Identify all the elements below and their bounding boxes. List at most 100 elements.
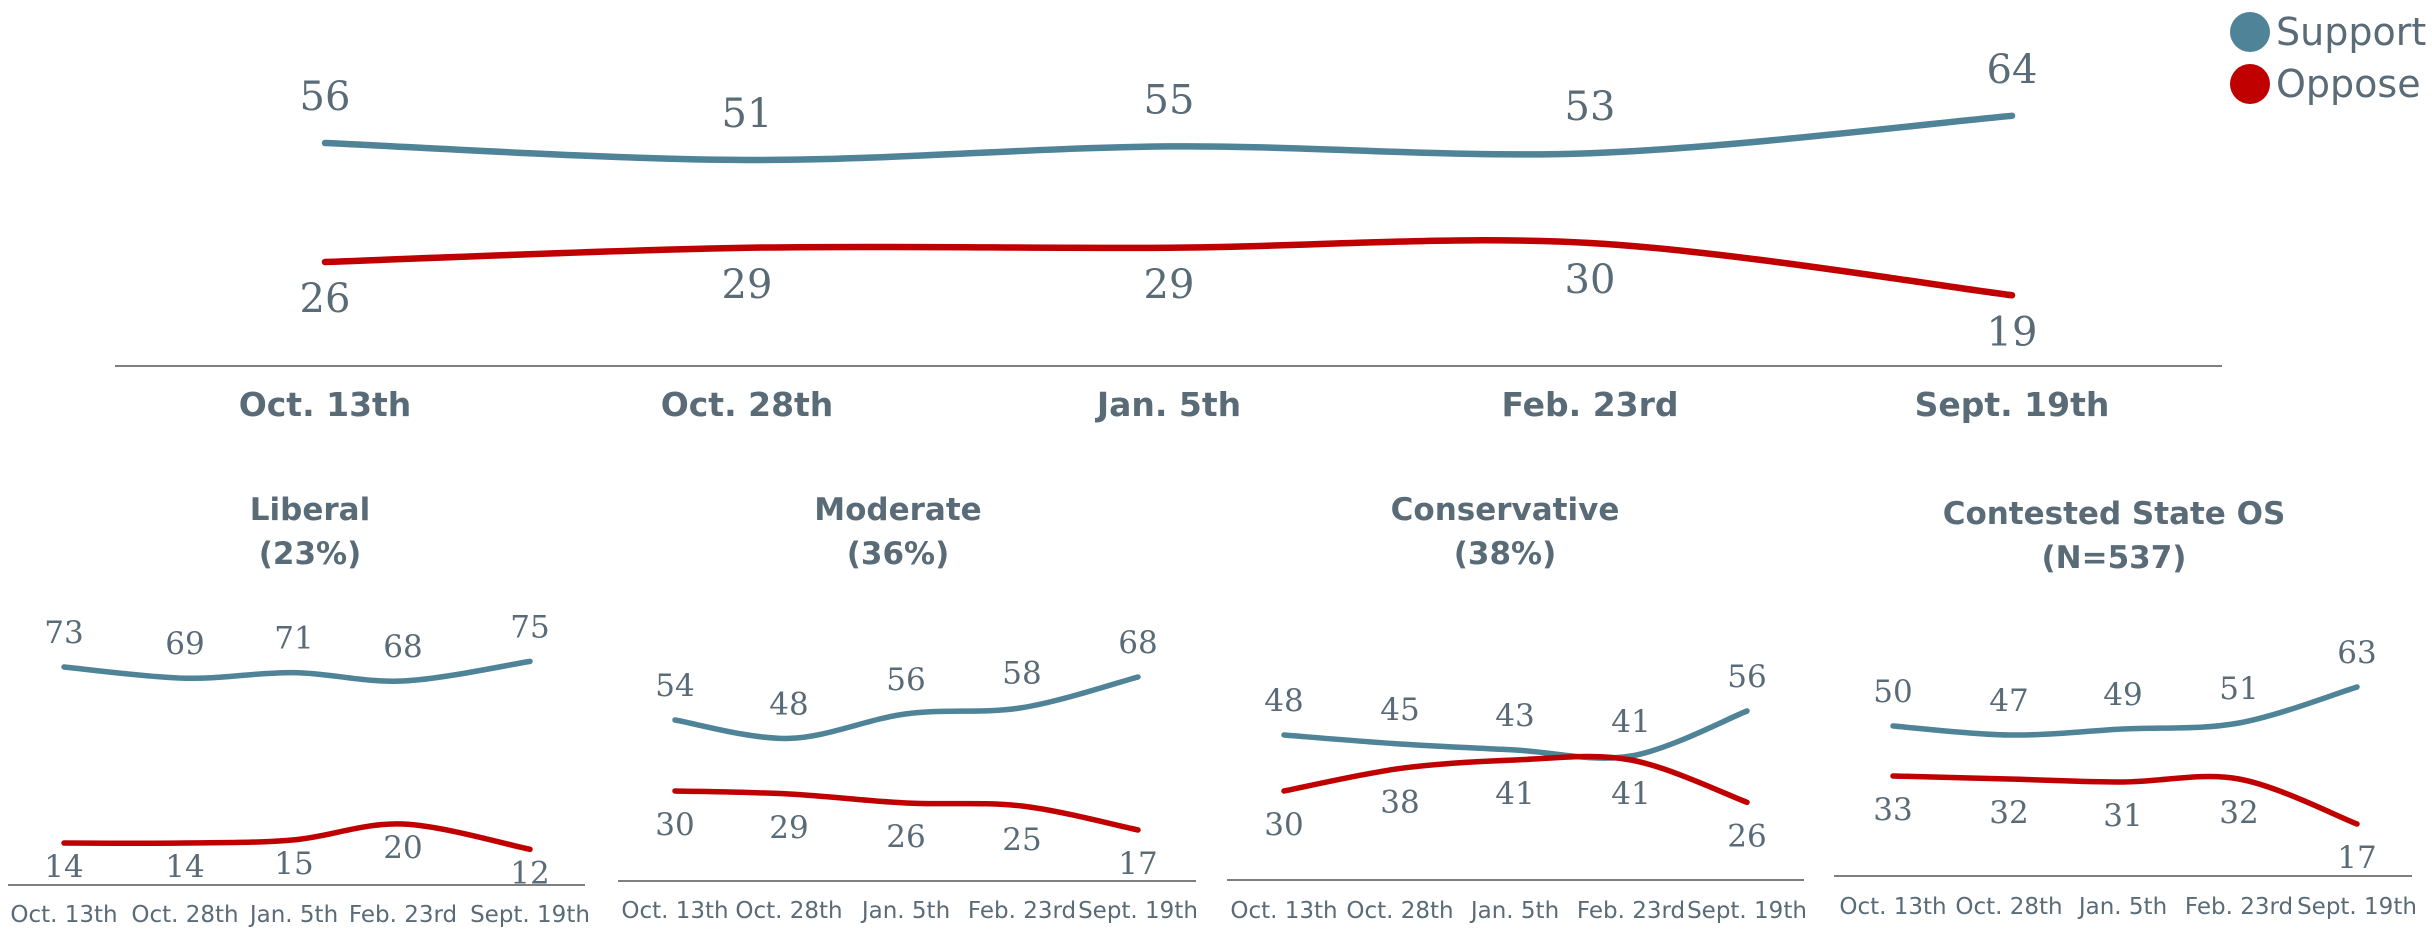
panel-subtitle-conservative: (38%) xyxy=(1454,536,1557,572)
data-label-support-conservative: 48 xyxy=(1264,683,1303,719)
data-label-oppose-liberal: 12 xyxy=(510,855,549,891)
panel-subtitle-moderate: (36%) xyxy=(847,536,950,572)
data-label-support-contested-state-os: 47 xyxy=(1989,683,2028,719)
series-line-support-conservative xyxy=(1281,708,1750,761)
x-tick-label-moderate: Sept. 19th xyxy=(1078,898,1198,924)
data-label-support-contested-state-os: 51 xyxy=(2219,671,2258,707)
data-label-support-moderate: 58 xyxy=(1002,656,1041,692)
data-label-oppose-contested-state-os: 32 xyxy=(2219,795,2258,831)
x-tick-label-contested-state-os: Oct. 13th xyxy=(1839,894,1946,920)
data-label-oppose-conservative: 26 xyxy=(1727,818,1766,854)
x-tick-label-moderate: Feb. 23rd xyxy=(968,898,1076,924)
x-tick-label-overall: Feb. 23rd xyxy=(1501,385,1678,424)
x-tick-label-conservative: Jan. 5th xyxy=(1469,898,1559,924)
data-label-oppose-liberal: 14 xyxy=(44,849,83,885)
data-label-oppose-moderate: 26 xyxy=(886,819,925,855)
data-label-oppose-moderate: 29 xyxy=(769,810,808,846)
series-line-support-moderate xyxy=(672,674,1141,742)
data-label-support-overall: 56 xyxy=(300,74,351,120)
data-label-oppose-conservative: 30 xyxy=(1264,807,1303,843)
x-tick-label-conservative: Feb. 23rd xyxy=(1577,898,1685,924)
data-label-oppose-liberal: 15 xyxy=(274,846,313,882)
data-label-support-liberal: 73 xyxy=(44,615,83,651)
panel-title-conservative: Conservative xyxy=(1391,492,1620,528)
data-label-support-overall: 53 xyxy=(1565,84,1616,130)
panel-subtitle-liberal: (23%) xyxy=(259,536,362,572)
series-line-oppose-contested-state-os xyxy=(1890,773,2360,827)
data-label-oppose-conservative: 41 xyxy=(1611,776,1650,812)
legend: Support Oppose xyxy=(2230,6,2426,110)
data-label-support-moderate: 48 xyxy=(769,686,808,722)
data-label-oppose-overall: 29 xyxy=(1144,262,1195,308)
data-label-support-moderate: 68 xyxy=(1118,625,1157,661)
data-label-support-liberal: 71 xyxy=(274,621,313,657)
data-label-support-contested-state-os: 49 xyxy=(2103,677,2142,713)
data-label-oppose-conservative: 38 xyxy=(1380,784,1419,820)
data-label-oppose-overall: 26 xyxy=(300,276,351,322)
legend-item-oppose: Oppose xyxy=(2230,58,2426,110)
data-label-support-conservative: 41 xyxy=(1611,704,1650,740)
legend-marker-oppose xyxy=(2230,64,2270,104)
x-tick-label-moderate: Oct. 28th xyxy=(735,898,842,924)
panel-title-moderate: Moderate xyxy=(814,492,981,528)
data-label-oppose-moderate: 17 xyxy=(1118,846,1157,882)
data-label-support-moderate: 56 xyxy=(886,662,925,698)
data-label-oppose-conservative: 41 xyxy=(1495,776,1534,812)
x-tick-label-contested-state-os: Jan. 5th xyxy=(2077,894,2167,920)
data-label-oppose-overall: 30 xyxy=(1565,257,1616,303)
data-label-support-conservative: 45 xyxy=(1380,692,1419,728)
x-tick-label-conservative: Sept. 19th xyxy=(1687,898,1807,924)
x-tick-label-moderate: Oct. 13th xyxy=(621,898,728,924)
data-label-oppose-moderate: 25 xyxy=(1002,822,1041,858)
x-tick-label-liberal: Oct. 28th xyxy=(131,902,238,928)
data-label-support-overall: 51 xyxy=(722,91,773,137)
x-tick-label-liberal: Oct. 13th xyxy=(10,902,117,928)
x-tick-label-overall: Jan. 5th xyxy=(1095,385,1241,424)
legend-label-support: Support xyxy=(2276,10,2427,54)
series-line-support-overall xyxy=(321,112,2016,164)
data-label-oppose-contested-state-os: 31 xyxy=(2103,798,2142,834)
series-line-oppose-liberal xyxy=(61,821,533,853)
x-tick-label-contested-state-os: Oct. 28th xyxy=(1955,894,2062,920)
legend-marker-support xyxy=(2230,12,2270,52)
data-label-oppose-liberal: 20 xyxy=(383,830,422,866)
data-label-support-conservative: 43 xyxy=(1495,698,1534,734)
data-label-support-liberal: 69 xyxy=(165,626,204,662)
data-label-oppose-overall: 19 xyxy=(1987,309,2038,355)
x-tick-label-contested-state-os: Sept. 19th xyxy=(2297,894,2417,920)
data-label-oppose-contested-state-os: 33 xyxy=(1873,792,1912,828)
data-label-oppose-moderate: 30 xyxy=(655,807,694,843)
data-label-support-contested-state-os: 63 xyxy=(2337,635,2376,671)
x-tick-label-overall: Sept. 19th xyxy=(1915,385,2110,424)
series-line-oppose-moderate xyxy=(672,788,1141,833)
panel-title-contested-state-os: Contested State OS xyxy=(1943,496,2286,532)
data-label-support-conservative: 56 xyxy=(1727,659,1766,695)
x-tick-label-contested-state-os: Feb. 23rd xyxy=(2185,894,2293,920)
data-label-support-moderate: 54 xyxy=(655,668,694,704)
x-tick-label-moderate: Jan. 5th xyxy=(860,898,950,924)
x-tick-label-overall: Oct. 28th xyxy=(661,385,834,424)
legend-label-oppose: Oppose xyxy=(2276,62,2421,106)
x-tick-label-conservative: Oct. 13th xyxy=(1230,898,1337,924)
data-label-support-contested-state-os: 50 xyxy=(1873,674,1912,710)
x-tick-label-liberal: Jan. 5th xyxy=(248,902,338,928)
series-line-oppose-conservative xyxy=(1281,753,1750,806)
series-line-support-liberal xyxy=(61,658,533,684)
x-tick-label-liberal: Sept. 19th xyxy=(470,902,590,928)
panel-subtitle-contested-state-os: (N=537) xyxy=(2042,540,2187,576)
x-tick-label-overall: Oct. 13th xyxy=(239,385,412,424)
x-tick-label-conservative: Oct. 28th xyxy=(1346,898,1453,924)
data-label-support-liberal: 75 xyxy=(510,609,549,645)
legend-item-support: Support xyxy=(2230,6,2426,58)
data-label-support-overall: 64 xyxy=(1987,47,2038,93)
data-label-oppose-contested-state-os: 32 xyxy=(1989,795,2028,831)
data-label-support-liberal: 68 xyxy=(383,629,422,665)
series-line-oppose-overall xyxy=(321,237,2016,299)
data-label-oppose-contested-state-os: 17 xyxy=(2337,840,2376,876)
data-label-support-overall: 55 xyxy=(1144,77,1195,123)
data-label-oppose-overall: 29 xyxy=(722,262,773,308)
panel-title-liberal: Liberal xyxy=(250,492,370,528)
series-line-support-contested-state-os xyxy=(1890,684,2360,738)
x-tick-label-liberal: Feb. 23rd xyxy=(349,902,457,928)
